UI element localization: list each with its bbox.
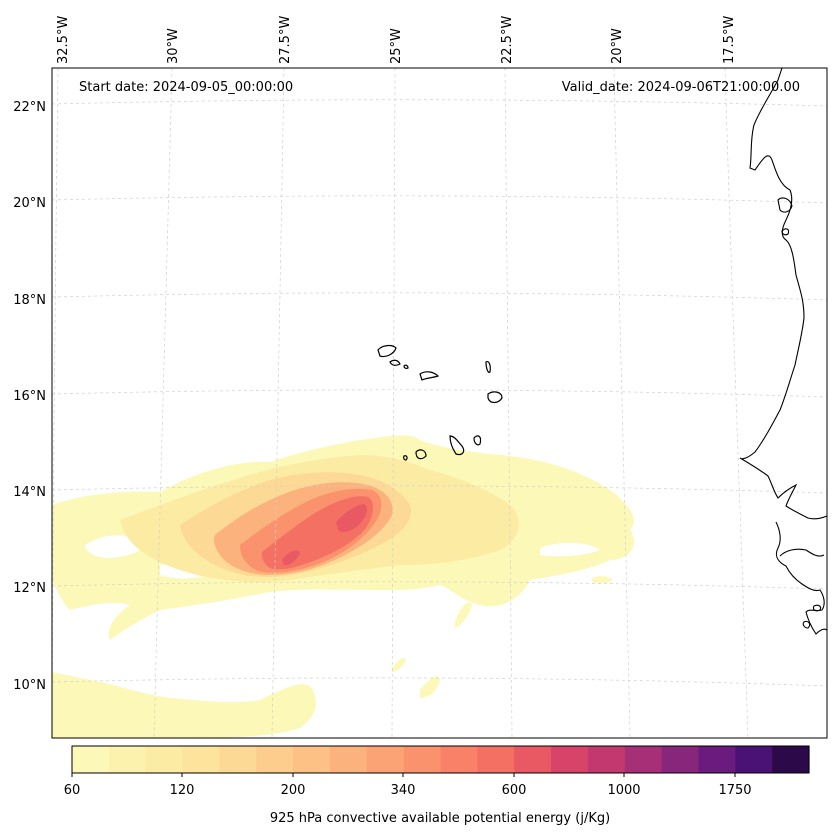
meridian-20w: [613, 68, 631, 738]
cape-gap-3: [540, 542, 600, 557]
colorbar-tick-label: 1000: [607, 783, 640, 798]
lon-label: 22.5°W: [500, 16, 515, 64]
colorbar-swatch: [624, 746, 663, 773]
lon-label: 17.5°W: [722, 16, 737, 64]
colorbar-swatch: [477, 746, 515, 773]
cape-region-lightest-south: [52, 672, 316, 738]
colorbar-tick-label: 200: [281, 783, 306, 798]
colorbar-swatch: [108, 746, 147, 773]
graticule: [52, 68, 827, 738]
bijagos-island-2: [802, 620, 811, 629]
sao-vicente: [389, 359, 401, 366]
colorbar-tick-label: 120: [170, 783, 195, 798]
fogo: [415, 449, 427, 460]
colorbar-ticks: [71, 773, 736, 777]
meridian-27-5w: [271, 68, 285, 738]
cape-fill-layer: [52, 435, 634, 738]
sal: [485, 360, 491, 373]
colorbar-tick-label: 600: [502, 783, 527, 798]
colorbar-tick-label: 1750: [718, 783, 751, 798]
lon-label: 30°W: [166, 28, 181, 64]
colorbar-swatch: [256, 746, 294, 773]
colorbar-tick-label: 340: [391, 783, 416, 798]
bijagos-island: [812, 604, 822, 612]
colorbar-swatch: [514, 746, 552, 773]
meridian-22-5w: [504, 68, 513, 738]
lat-label: 14°N: [13, 485, 46, 500]
coastlines: [739, 68, 827, 635]
valid-date-label: Valid_date: 2024-09-06T21:00:00.00: [562, 80, 800, 95]
lat-label: 12°N: [13, 581, 46, 596]
cape-region-deep: [336, 504, 367, 533]
colorbar-swatch: [72, 746, 110, 773]
coast-inlet: [777, 197, 793, 213]
sao-nicolau: [419, 371, 440, 381]
small-island-coast: [781, 228, 790, 236]
start-date-label: Start date: 2024-09-05_00:00:00: [79, 80, 293, 95]
coastline-south: [775, 521, 827, 635]
colorbar-swatch: [145, 746, 184, 773]
cape-region-lightest-east: [592, 576, 612, 584]
coastline-cove: [779, 548, 825, 557]
boa-vista: [487, 391, 503, 404]
lon-label: 25°W: [389, 28, 404, 64]
map-panel: [52, 68, 827, 738]
cape-gap: [85, 535, 144, 558]
lat-label: 10°N: [13, 678, 46, 693]
latitude-labels: 22°N 20°N 18°N 16°N 14°N 12°N 10°N: [13, 100, 46, 693]
lat-label: 18°N: [13, 293, 46, 308]
colorbar-swatch: [551, 746, 589, 773]
cape-region-lightest-south-3: [455, 602, 472, 628]
map-border: [51, 67, 828, 739]
meridian-25w: [391, 68, 396, 738]
meridian-17-5w: [724, 68, 749, 738]
colorbar-swatch: [440, 746, 478, 773]
colorbar-tick-label: 60: [64, 783, 81, 798]
maio: [473, 435, 482, 446]
colorbar-label: 925 hPa convective available potential e…: [270, 811, 610, 826]
santiago: [449, 435, 465, 456]
meridian-30w: [153, 68, 173, 738]
colorbar-swatch: [219, 746, 257, 773]
colorbar-swatch: [735, 746, 773, 773]
lat-label: 16°N: [13, 389, 46, 404]
african-coastline: [739, 68, 827, 520]
cape-verde-islands: [377, 344, 503, 461]
cape-region-lightest-south-2: [420, 676, 440, 698]
lat-label: 22°N: [13, 100, 46, 115]
santa-luzia: [403, 364, 409, 369]
lon-label: 32.5°W: [56, 16, 71, 64]
longitude-labels: 32.5°W 30°W 27.5°W 25°W 22.5°W 20°W 17.5…: [56, 16, 737, 64]
cape-region-deep-2: [282, 550, 300, 566]
colorbar-swatch: [403, 746, 442, 773]
cape-region-lightest-sw: [392, 657, 406, 672]
colorbar-swatches: [72, 746, 810, 773]
lon-label: 27.5°W: [278, 16, 293, 64]
colorbar-swatch: [293, 746, 331, 773]
santo-antao: [377, 344, 397, 358]
brava: [403, 455, 408, 461]
lat-label: 20°N: [13, 196, 46, 211]
colorbar-frame: [71, 745, 810, 774]
colorbar-swatch: [366, 746, 405, 773]
colorbar-swatch: [329, 746, 368, 773]
colorbar-swatch: [698, 746, 736, 773]
lon-label: 20°W: [610, 28, 625, 64]
colorbar-swatch: [661, 746, 700, 773]
colorbar: 60 120 200 340 600 1000 1750 925 hPa con…: [64, 745, 810, 826]
colorbar-swatch: [182, 746, 220, 773]
colorbar-swatch: [772, 746, 810, 773]
colorbar-swatch: [587, 746, 626, 773]
